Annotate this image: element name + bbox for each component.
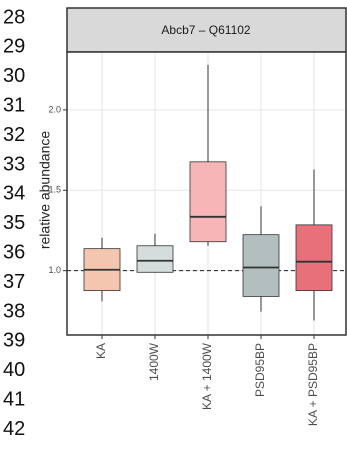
panel-border	[66, 51, 347, 336]
line-number: 38	[3, 300, 25, 322]
line-number: 37	[3, 271, 25, 293]
line-number: 31	[3, 94, 25, 116]
line-number: 34	[3, 183, 25, 205]
line-numbers: 28 29 30 31 32 33 34 35 36 37 38 39 40 41 42	[3, 6, 25, 440]
line-number: 35	[3, 212, 25, 234]
box	[295, 224, 333, 292]
x-tick-label: KA + PSD95BP	[306, 343, 320, 426]
x-tick-label: 1400W	[147, 342, 161, 381]
y-tick-label: 1.0	[48, 265, 61, 275]
line-number: 41	[3, 388, 25, 410]
facet-strip	[66, 7, 347, 53]
line-number: 36	[3, 241, 25, 263]
line-number: 30	[3, 65, 25, 87]
line-number: 29	[3, 36, 25, 58]
line-number: 39	[3, 330, 25, 352]
y-tick-label: 1.5	[48, 185, 61, 195]
facet-title: Abcb7 – Q61102	[161, 23, 251, 37]
box	[189, 161, 227, 243]
x-tick-label: KA + 1400W	[200, 342, 214, 410]
line-number: 28	[3, 6, 25, 28]
line-number: 32	[3, 124, 25, 146]
y-tick-label: 2.0	[48, 104, 61, 114]
box	[136, 245, 174, 273]
plot-area: 1.0 1.5 2.0 KA 1400W KA + 1400W PSD95BP KA + PS…	[48, 51, 347, 426]
line-number: 42	[3, 418, 25, 440]
line-number: 40	[3, 359, 25, 381]
x-tick-label: PSD95BP	[253, 343, 267, 397]
box	[242, 234, 280, 297]
line-number: 33	[3, 153, 25, 175]
x-tick-label: KA	[94, 343, 108, 359]
y-axis-label: relative abundance	[37, 131, 53, 250]
